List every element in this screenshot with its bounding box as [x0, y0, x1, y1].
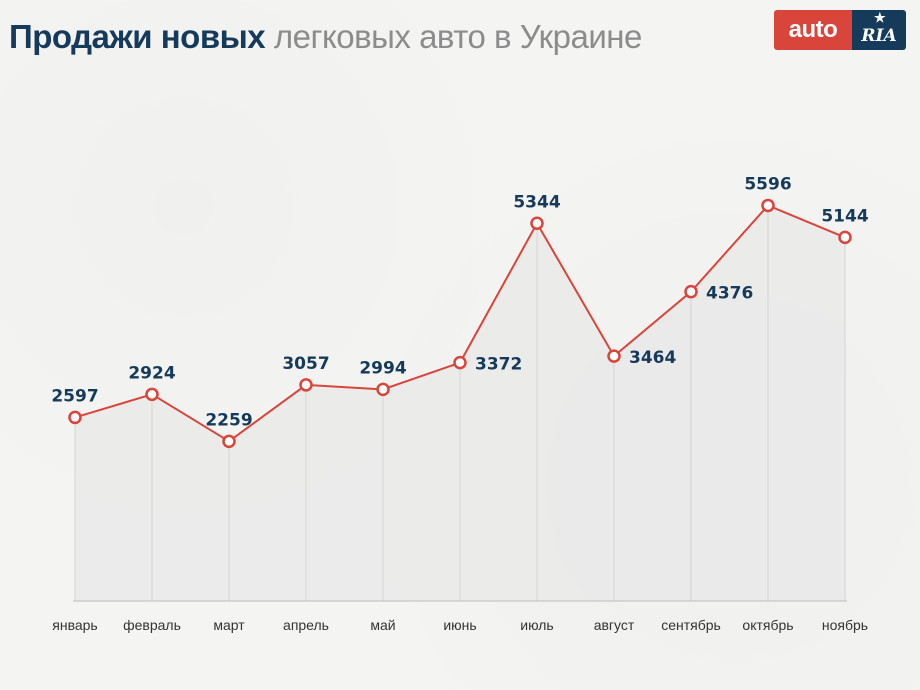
data-point-январь[interactable] — [68, 410, 82, 425]
value-label-август: 3464 — [629, 348, 676, 368]
logo-ria-text: RIA — [861, 26, 897, 46]
value-label-июль: 5344 — [513, 192, 560, 212]
value-label-март: 2259 — [205, 410, 252, 430]
data-point-июнь[interactable] — [453, 355, 467, 370]
value-label-май: 2994 — [359, 358, 406, 378]
data-point-июль[interactable] — [530, 216, 544, 231]
data-point-август[interactable] — [607, 349, 621, 363]
star-icon: ★ — [874, 11, 886, 26]
title-bold: Продажи новых — [9, 18, 266, 55]
data-point-апрель[interactable] — [299, 378, 313, 392]
value-label-сентябрь: 4376 — [706, 284, 753, 304]
category-label-ноябрь: ноябрь — [822, 617, 868, 633]
category-label-октябрь: октябрь — [742, 617, 793, 633]
chart-markers — [68, 198, 852, 449]
title-light: легковых авто в Украине — [273, 18, 642, 55]
category-label-февраль: февраль — [123, 617, 181, 633]
value-label-октябрь: 5596 — [744, 174, 791, 194]
category-label-апрель: апрель — [283, 617, 329, 633]
data-point-февраль[interactable] — [145, 387, 159, 402]
data-point-октябрь[interactable] — [761, 198, 775, 213]
logo-auto-part: auto — [774, 10, 852, 50]
category-label-июль: июль — [520, 617, 553, 633]
logo-ria-part: ★ RIA — [852, 10, 906, 50]
data-point-ноябрь[interactable] — [838, 230, 852, 245]
category-label-сентябрь: сентябрь — [661, 617, 721, 633]
value-label-апрель: 3057 — [282, 354, 329, 374]
category-label-март: март — [213, 617, 245, 633]
value-label-февраль: 2924 — [128, 363, 175, 383]
value-label-июнь: 3372 — [475, 355, 522, 375]
category-label-январь: январь — [52, 617, 97, 633]
data-point-март[interactable] — [222, 434, 236, 449]
value-label-январь: 2597 — [51, 386, 98, 406]
page-title: Продажи новых легковых авто в Украине — [9, 18, 642, 56]
value-labels: 2597 2924 2259 3057 2994 3372 5344 3464 4376 5596… — [51, 174, 868, 430]
autoria-logo[interactable]: auto ★ RIA — [774, 10, 906, 50]
category-label-май: май — [370, 617, 395, 633]
chart-drop-lines — [74, 205, 846, 601]
data-point-май[interactable] — [376, 382, 390, 397]
data-point-сентябрь[interactable] — [684, 284, 698, 299]
value-label-ноябрь: 5144 — [821, 206, 868, 226]
category-label-август: август — [594, 617, 635, 633]
category-label-июнь: июнь — [443, 617, 476, 633]
category-labels: январь февраль март апрель май июнь июль август… — [52, 617, 868, 633]
